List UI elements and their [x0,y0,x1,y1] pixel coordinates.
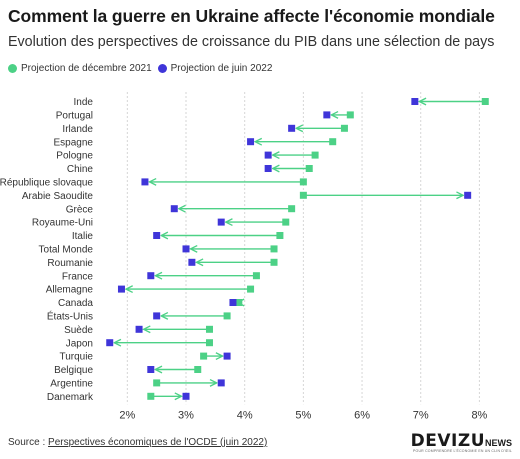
dec-2021-point [346,111,354,119]
legend-swatch-jun [157,64,167,73]
legend-label-jun: Projection de juin 2022 [170,63,273,74]
jun-2022-point [188,258,196,266]
jun-2022-point [153,232,161,239]
jun-2022-point [288,124,296,132]
dec-2021-point [340,124,348,132]
jun-2022-point [264,151,272,159]
legend-swatch-dec [8,64,17,73]
category-label: France [62,271,94,282]
category-label: Danemark [47,392,94,403]
jun-2022-point [264,165,272,172]
category-label: Arabie Saoudite [22,191,94,202]
dec-2021-point [311,151,319,159]
jun-2022-point [323,111,331,119]
dec-2021-point [153,379,161,387]
legend-item-dec[interactable]: Projection de décembre 2021 [8,63,152,74]
jun-2022-point [464,191,472,199]
category-label: Pologne [56,151,93,162]
jun-2022-point [147,366,155,373]
jun-2022-point [247,138,255,146]
logo-news-text: NEWS [485,438,512,448]
dumbbell-chart: 2% 3% 4% 5% 6% 7% 8% Inde Portugal Irlande Espagne… [0,92,489,421]
dec-2021-point [205,339,213,347]
jun-2022-point [182,392,190,400]
chart-title: Comment la guerre en Ukraine affecte l'é… [8,6,495,26]
x-tick-label: 5% [295,409,311,421]
jun-2022-point [106,339,114,347]
dec-2021-point [276,232,284,239]
logo-main-text: DEVIZU [410,431,485,451]
jun-2022-point [153,312,161,320]
category-label: Portugal [56,111,93,122]
devizu-logo[interactable]: DEVIZUNEWS POUR COMPRENDRE L'ÉCONOMIE EN… [411,431,512,453]
x-tick-label: 2% [119,409,135,421]
category-label: Suède [64,325,93,336]
dec-2021-point [299,178,307,186]
category-label: États-Unis [47,310,93,323]
category-label: Total Monde [39,245,94,256]
jun-2022-point [229,299,237,306]
category-label: Irlande [62,124,93,135]
category-label: Espagne [54,137,94,148]
jun-2022-point [141,178,149,186]
category-label: Canada [58,298,93,309]
legend-item-jun[interactable]: Projection de juin 2022 [157,63,273,74]
dec-2021-point [147,392,155,400]
x-tick-label: 4% [237,409,253,421]
legend: Projection de décembre 2021 Projection d… [8,63,278,74]
dec-2021-point [194,366,202,373]
category-label: Argentine [50,379,93,390]
category-label: Chine [67,164,94,175]
category-label: Italie [72,231,94,242]
logo-tagline: POUR COMPRENDRE L'ÉCONOMIE EN UN CLIN D'… [412,449,512,453]
legend-label-dec: Projection de décembre 2021 [21,63,152,74]
dec-2021-point [205,325,213,333]
category-label: Japon [66,338,93,349]
category-label: Royaume-Uni [32,218,93,229]
dec-2021-point [282,218,290,226]
jun-2022-point [147,272,155,280]
dec-2021-point [223,312,231,320]
category-label: République slovaque [0,178,93,189]
jun-2022-point [217,218,225,226]
dec-2021-point [235,299,243,306]
chart-subtitle: Evolution des perspectives de croissance… [8,34,495,50]
x-tick-label: 3% [178,409,194,421]
jun-2022-point [223,352,231,360]
dec-2021-point [270,245,278,253]
dec-2021-point [252,272,260,280]
category-label: Belgique [54,365,93,376]
dec-2021-point [270,258,278,266]
x-tick-label: 8% [471,409,487,421]
dec-2021-point [200,352,208,360]
x-tick-label: 7% [413,409,429,421]
jun-2022-point [117,285,125,293]
category-label: Inde [74,97,94,108]
source-prefix: Source : [8,437,49,448]
jun-2022-point [217,379,225,387]
dec-2021-point [305,165,313,172]
dec-2021-point [299,191,307,199]
dec-2021-point [288,205,296,213]
jun-2022-point [182,245,190,253]
category-label: Grèce [66,204,94,215]
dec-2021-point [329,138,337,146]
x-tick-label: 6% [354,409,370,421]
dec-2021-point [481,98,489,105]
category-label: Turquie [59,352,93,363]
category-label: Allemagne [46,285,94,296]
jun-2022-point [411,98,419,105]
category-label: Roumanie [47,258,93,269]
source-note: Source : Perspectives économiques de l'O… [8,437,267,448]
jun-2022-point [170,205,178,213]
source-link[interactable]: Perspectives économiques de l'OCDE (juin… [48,437,268,448]
jun-2022-point [135,325,143,333]
dec-2021-point [247,285,255,293]
